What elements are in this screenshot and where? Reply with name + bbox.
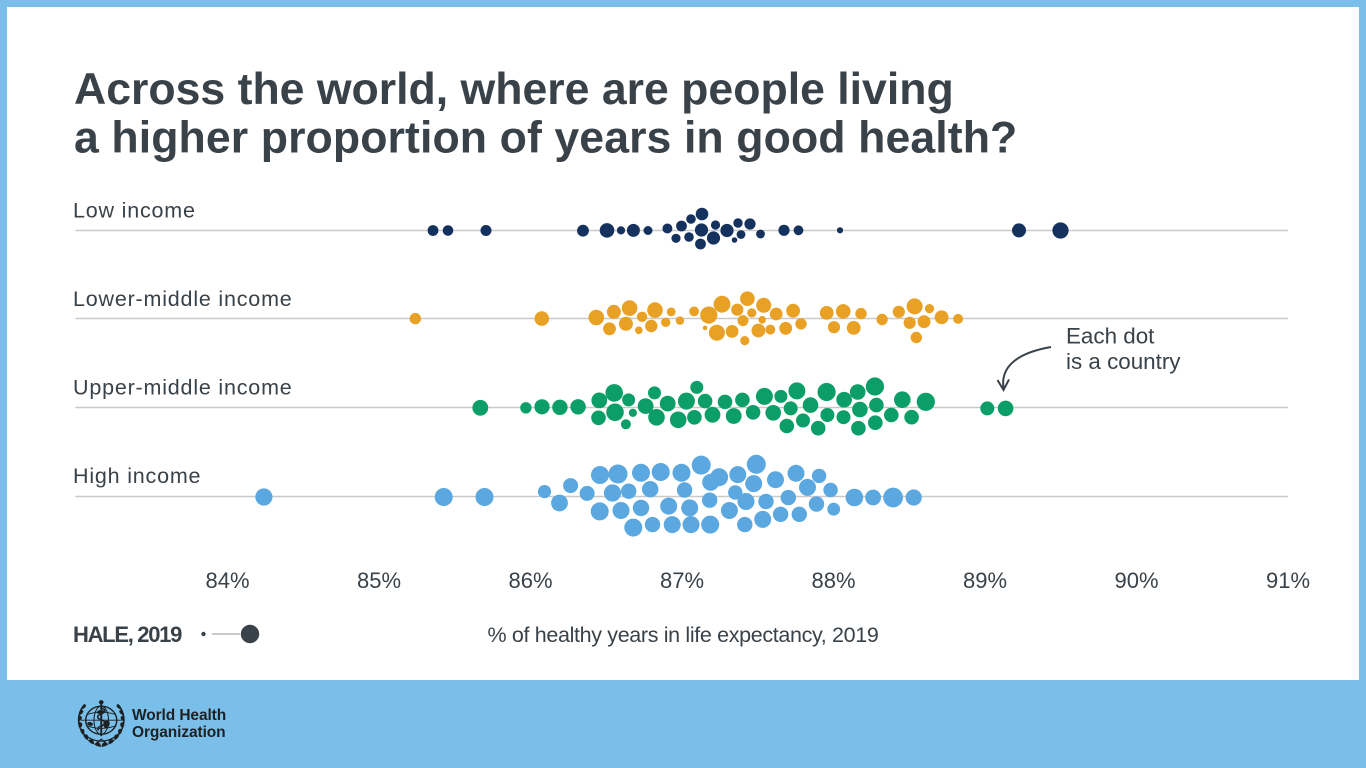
svg-text:84%: 84% <box>205 568 249 593</box>
svg-text:Each dot: Each dot <box>1066 323 1155 348</box>
svg-text:90%: 90% <box>1114 568 1158 593</box>
svg-text:89%: 89% <box>963 568 1007 593</box>
svg-text:HALE, 2019: HALE, 2019 <box>73 622 182 647</box>
svg-text:88%: 88% <box>811 568 855 593</box>
svg-text:91%: 91% <box>1266 568 1310 593</box>
svg-text:High income: High income <box>73 464 201 488</box>
svg-text:87%: 87% <box>660 568 704 593</box>
svg-text:Upper-middle income: Upper-middle income <box>73 376 293 400</box>
svg-text:World Health: World Health <box>132 707 226 724</box>
svg-text:% of healthy years in life exp: % of healthy years in life expectancy, 2… <box>488 623 879 647</box>
svg-text:85%: 85% <box>357 568 401 593</box>
svg-text:Organization: Organization <box>132 724 226 741</box>
svg-text:a higher proportion of years i: a higher proportion of years in good hea… <box>74 114 1017 163</box>
svg-text:86%: 86% <box>508 568 552 593</box>
svg-text:is a country: is a country <box>1066 349 1181 374</box>
svg-text:Low income: Low income <box>73 199 196 223</box>
svg-text:Lower-middle income: Lower-middle income <box>73 287 293 311</box>
svg-text:Across the world, where are pe: Across the world, where are people livin… <box>74 65 954 114</box>
